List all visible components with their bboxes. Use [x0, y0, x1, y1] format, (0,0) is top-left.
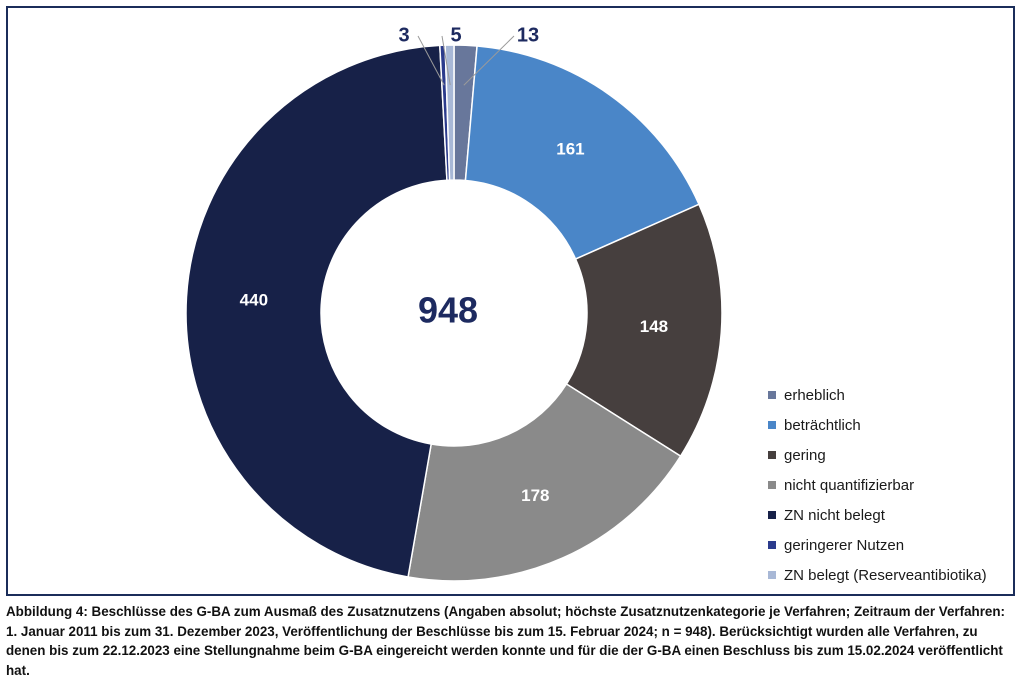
legend-label: ZN belegt (Reserveantibiotika)	[784, 566, 987, 584]
legend-label: geringerer Nutzen	[784, 536, 905, 554]
legend-item: nicht quantifizierbar	[768, 470, 987, 500]
value-label-5: 5	[450, 24, 461, 46]
legend-item: geringerer Nutzen	[768, 530, 987, 560]
value-label-440: 440	[240, 291, 268, 310]
figure-caption: Abbildung 4: Beschlüsse des G-BA zum Aus…	[6, 604, 1006, 678]
legend-swatch	[768, 391, 776, 399]
leader-line-13	[463, 35, 515, 86]
slice-zn-nicht-belegt	[185, 44, 448, 578]
slice-beträchtlich	[464, 45, 700, 261]
legend-label: erheblich	[784, 386, 845, 404]
legend-swatch	[768, 511, 776, 519]
value-label-178: 178	[521, 486, 549, 505]
leader-lines	[417, 35, 515, 86]
legend-label: ZN nicht belegt	[784, 506, 885, 524]
legend-item: gering	[768, 440, 987, 470]
legend-swatch	[768, 421, 776, 429]
legend-label: gering	[784, 446, 826, 464]
legend-item: ZN nicht belegt	[768, 500, 987, 530]
legend-swatch	[768, 541, 776, 549]
center-total-label: 948	[418, 290, 478, 331]
chart-legend: erheblich beträchtlich gering nicht quantif…	[768, 380, 987, 590]
donut-slices	[185, 44, 723, 582]
slice-gering	[565, 203, 723, 458]
legend-item: erheblich	[768, 380, 987, 410]
value-label-161: 161	[556, 139, 584, 158]
legend-label: beträchtlich	[784, 416, 861, 434]
legend-item: beträchtlich	[768, 410, 987, 440]
value-label-3: 3	[398, 24, 409, 46]
legend-swatch	[768, 451, 776, 459]
legend-swatch	[768, 481, 776, 489]
slice-nicht-quantifizierbar	[407, 382, 682, 582]
slice-zn-belegt-reserveantibiotika	[444, 44, 455, 181]
chart-frame: 13 161 148 178 440 3 5 948 erheblich beträchtli…	[6, 6, 1015, 596]
donut-chart: 13 161 148 178 440 3 5 948	[185, 24, 723, 582]
value-label-13: 13	[517, 24, 539, 46]
slice-labels: 13 161 148 178 440 3 5	[240, 24, 668, 504]
legend-item: ZN belegt (Reserveantibiotika)	[768, 560, 987, 590]
leader-line-5	[441, 35, 451, 86]
value-label-148: 148	[640, 317, 668, 336]
legend-label: nicht quantifizierbar	[784, 476, 915, 494]
leader-line-3	[417, 35, 445, 86]
legend-swatch	[768, 571, 776, 579]
